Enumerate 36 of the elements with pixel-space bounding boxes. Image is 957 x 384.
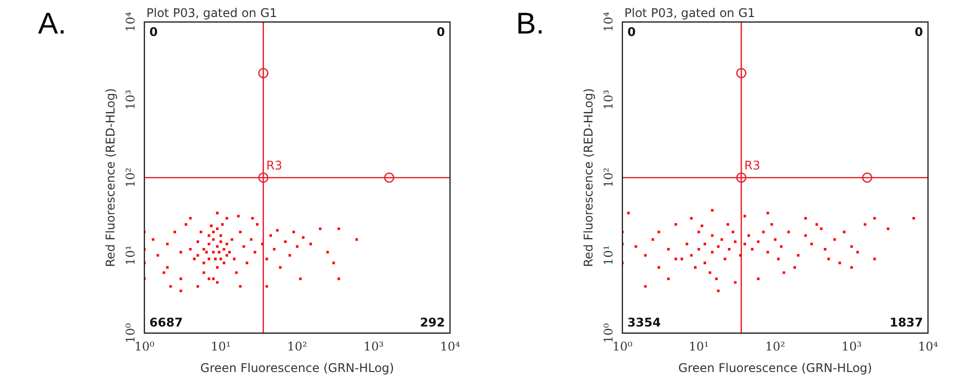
annotation: R3 (744, 158, 760, 173)
y-tick-label: 10³ (124, 90, 138, 110)
x-axis-title: Green Fluorescence (GRN-HLog) (678, 360, 872, 375)
y-tick-label: 10⁴ (602, 12, 616, 32)
chart-title: Plot P03, gated on G1 (624, 6, 756, 20)
x-tick-label: 10¹ (210, 340, 231, 354)
y-tick-label: 10¹ (124, 245, 138, 266)
x-tick-label: 10³ (842, 340, 862, 354)
annotation: 3354 (627, 315, 661, 330)
x-axis-title: Green Fluorescence (GRN-HLog) (200, 360, 394, 375)
y-tick-label: 10² (602, 167, 616, 188)
y-axis-title: Red Fluorescence (RED-HLog) (103, 88, 118, 267)
annotation: 0 (149, 25, 158, 40)
annotation: 0 (627, 25, 636, 40)
x-tick-label: 10⁴ (440, 340, 460, 354)
x-tick-label: 10⁴ (918, 340, 938, 354)
x-tick-label: 10⁰ (134, 340, 155, 354)
y-tick-label: 10² (124, 167, 138, 188)
text: B. (516, 7, 544, 40)
y-axis-title: Red Fluorescence (RED-HLog) (581, 88, 596, 267)
annotation: 1837 (890, 315, 923, 330)
y-tick-label: 10³ (602, 90, 616, 110)
annotation: R3 (266, 158, 282, 173)
x-tick-label: 10³ (364, 340, 384, 354)
x-tick-label: 10² (765, 340, 786, 354)
text: A. (38, 7, 66, 40)
annotation: 292 (420, 315, 445, 330)
annotation: 0 (914, 25, 923, 40)
annotation: 6687 (149, 315, 183, 330)
y-tick-label: 10⁴ (124, 12, 138, 32)
x-tick-label: 10¹ (688, 340, 709, 354)
x-tick-label: 10² (287, 340, 308, 354)
x-tick-label: 10⁰ (612, 340, 633, 354)
chart-title: Plot P03, gated on G1 (146, 6, 278, 20)
annotation: 0 (436, 25, 445, 40)
y-tick-label: 10¹ (602, 245, 616, 266)
